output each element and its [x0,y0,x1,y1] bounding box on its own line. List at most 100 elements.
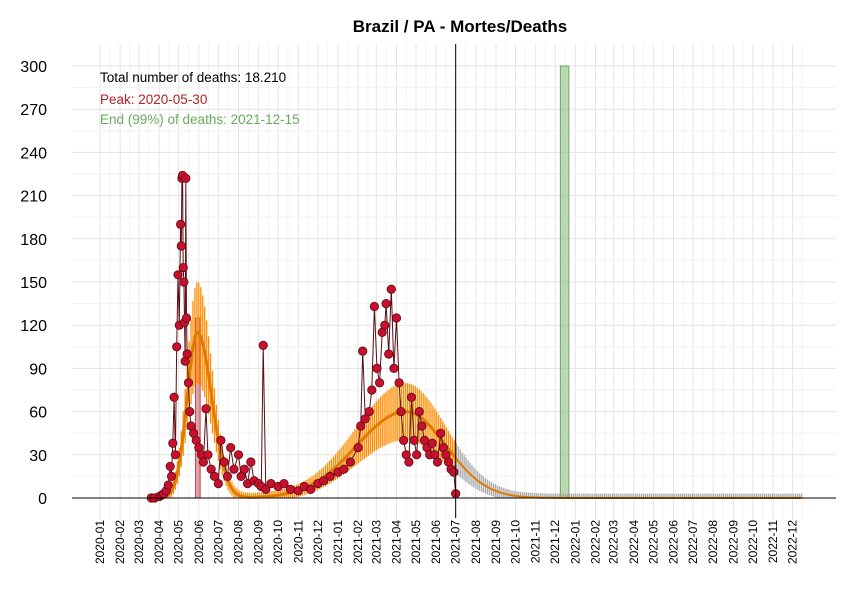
observed-point [367,385,377,395]
observed-point [166,471,177,481]
end-annotation: End (99%) of deaths: 2021-12-15 [100,112,300,127]
observed-point [306,484,316,494]
observed-point [233,450,244,460]
y-tick-label: 150 [20,275,47,292]
y-tick-label: 120 [20,318,47,335]
x-tick-label: 2020-11 [291,520,305,563]
observed-point [285,484,296,494]
observed-point [176,219,186,229]
observed-point [360,414,370,424]
x-tick-label: 2021-09 [489,520,503,564]
y-tick-label: 0 [38,491,47,508]
observed-point [391,313,402,323]
observed-point [404,457,414,467]
x-tick-label: 2020-09 [252,520,266,564]
observed-point [386,284,396,294]
x-tick-label: 2022-01 [568,520,582,564]
chart-title: Brazil / PA - Mortes/Deaths [353,17,567,36]
observed-point [201,404,211,414]
x-tick-label: 2021-03 [369,520,383,564]
x-tick-label: 2021-08 [469,520,483,564]
observed-point [449,467,459,477]
y-tick-label: 60 [29,405,47,422]
observed-point [168,438,178,448]
x-tick-label: 2020-04 [152,520,166,564]
observed-point [239,464,249,474]
observed-point [432,457,443,467]
observed-point [436,428,446,438]
y-tick-label: 300 [20,59,47,76]
x-tick-label: 2022-03 [607,520,621,564]
peak-annotation: Peak: 2020-05-30 [100,92,207,107]
x-tick-label: 2021-11 [529,520,543,563]
x-tick-label: 2021-12 [548,520,562,564]
x-tick-label: 2022-06 [667,520,681,564]
observed-point [399,435,409,445]
observed-point [279,478,289,489]
observed-point [409,435,419,445]
observed-point [369,301,379,312]
x-tick-label: 2022-10 [746,520,760,564]
x-tick-label: 2022-09 [726,520,740,564]
x-tick-label: 2021-07 [449,520,463,564]
x-tick-label: 2020-12 [311,520,325,564]
observed-point [406,392,417,402]
observed-point [181,313,192,323]
total-deaths-annotation: Total number of deaths: 18.210 [100,70,286,85]
observed-point [165,461,175,471]
x-tick-label: 2022-02 [588,520,602,564]
observed-point [381,298,391,309]
observed-point [356,421,366,431]
x-tick-label: 2020-07 [211,520,225,564]
x-tick-label: 2021-01 [331,520,345,564]
observed-point [198,457,208,467]
x-tick-label: 2022-12 [785,520,799,564]
observed-point [261,484,271,494]
observed-point [169,392,179,402]
observed-point [176,241,186,251]
observed-point [181,173,191,183]
x-tick-label: 2022-04 [627,520,641,564]
observed-point [222,471,233,481]
x-tick-label: 2021-04 [390,520,404,564]
y-tick-label: 180 [20,232,47,249]
observed-point [414,406,424,417]
observed-point [353,442,363,453]
x-tick-label: 2021-06 [429,520,443,564]
observed-point [173,270,183,280]
observed-point [163,480,173,490]
observed-point [170,450,181,460]
observed-point [183,378,194,388]
x-tick-label: 2022-11 [766,520,780,563]
x-tick-label: 2022-07 [686,520,700,564]
y-tick-label: 30 [29,448,47,465]
x-tick-label: 2020-06 [192,520,206,564]
observed-point [213,478,223,489]
end-of-deaths-band [559,65,570,499]
x-tick-label: 2020-02 [113,520,127,564]
observed-point [216,435,226,445]
observed-point [185,406,195,417]
observed-point [229,464,239,474]
observed-point [339,464,349,474]
observed-point [246,457,256,467]
x-tick-label: 2021-05 [409,520,423,564]
x-tick-labels: 2020-01 2020-02 2020-03 2020-04 2020-05 2020-… [93,520,799,564]
observed-point [209,471,220,481]
y-tick-label: 210 [20,189,47,206]
y-tick-label: 90 [29,361,47,378]
observed-point [219,457,229,467]
x-tick-label: 2022-08 [706,520,720,564]
observed-point [178,262,188,273]
y-tick-labels: 0 30 60 90 120 150 180 210 240 270 300 [20,59,47,508]
y-tick-label: 270 [20,102,47,119]
observed-point [172,342,182,352]
x-tick-label: 2022-05 [646,520,660,564]
axes [72,44,836,518]
observed-point [203,450,213,460]
x-tick-label: 2020-03 [132,520,146,564]
observed-point [364,406,374,417]
observed-point [412,450,422,460]
observed-point [345,457,355,467]
